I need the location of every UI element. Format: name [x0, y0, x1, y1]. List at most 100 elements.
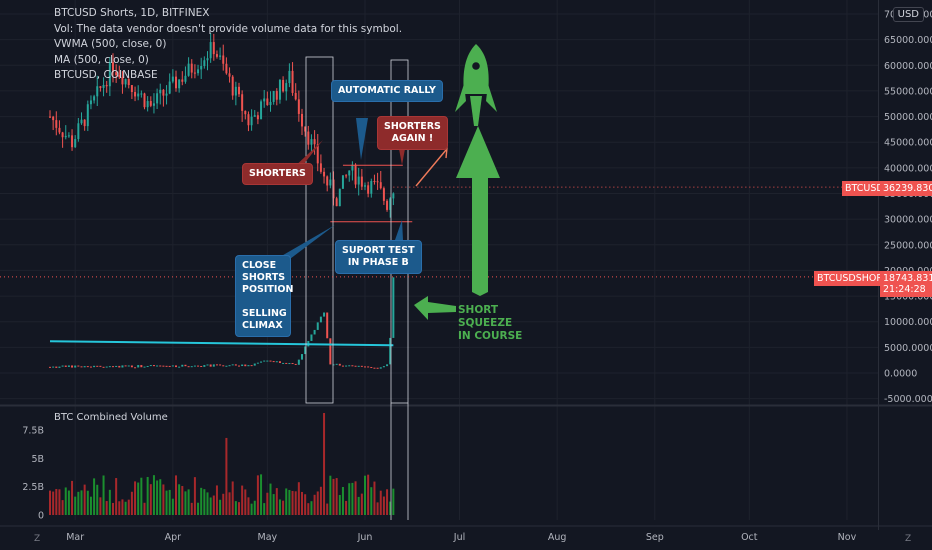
btcusd-candle	[345, 175, 348, 177]
volume-bar	[269, 483, 272, 515]
btcusd-candle	[228, 73, 231, 77]
support-test-pointer	[395, 220, 403, 240]
volume-bar	[193, 477, 196, 515]
volume-bar	[118, 501, 121, 515]
shorts-candle	[351, 365, 354, 367]
shorts-candle	[382, 366, 385, 368]
y-tick-label: 65000.0000	[884, 35, 932, 46]
volume-bar	[184, 491, 187, 515]
shorts-candle	[244, 364, 247, 367]
annotation-shorters-again-line2: AGAIN !	[391, 133, 434, 144]
btcusd-candle	[244, 110, 247, 115]
shorts-candle	[159, 365, 162, 367]
volume-bar	[225, 437, 228, 515]
volume-bar	[49, 490, 51, 515]
legend-vwma[interactable]: VWMA (500, close, 0)	[54, 38, 167, 50]
volume-bar	[307, 503, 310, 515]
btcusd-candle	[96, 86, 99, 97]
legend-btcusd[interactable]: BTCUSD, COINBASE	[54, 69, 158, 81]
volume-bar	[102, 475, 105, 515]
shorts-candle	[326, 312, 329, 339]
shorts-price-tag: 18743.8316 21:24:28	[880, 271, 932, 297]
btcusd-candle	[80, 119, 83, 124]
vwma-line	[49, 340, 394, 347]
volume-bar	[288, 489, 291, 515]
shorts-candle	[370, 367, 373, 369]
btcusd-candle	[197, 69, 200, 74]
shorts-candle	[165, 365, 168, 367]
volume-bar	[301, 491, 303, 515]
shorts-candle	[168, 365, 171, 367]
legend-ma[interactable]: MA (500, close, 0)	[54, 53, 149, 66]
btcusd-candle	[93, 96, 96, 101]
annotation-shorters-again[interactable]: SHORTERS AGAIN !	[377, 116, 448, 150]
shorts-candle	[96, 365, 99, 367]
btcusd-candle	[304, 126, 307, 132]
shorts-symbol-tag: BTCUSDSHORTS	[814, 271, 898, 286]
btcusd-candle	[348, 170, 351, 176]
annotation-shorters[interactable]: SHORTERS	[242, 163, 313, 185]
legend-symbol[interactable]: BTCUSD Shorts, 1D, BITFINEX	[54, 7, 210, 19]
shorts-candle	[348, 365, 351, 367]
btcusd-candle	[203, 60, 206, 67]
close-shorts-pointer	[278, 225, 335, 268]
volume-bar	[263, 503, 266, 515]
y-tick-label: 25000.0000	[884, 240, 932, 251]
shorts-price-value: 18743.8316	[883, 273, 932, 284]
btcusd-candle	[269, 101, 272, 106]
btcusd-candle	[152, 103, 155, 106]
volume-bar	[272, 494, 275, 515]
volume-bar	[285, 488, 288, 515]
volume-bar	[212, 495, 215, 515]
volume-bar	[162, 484, 165, 515]
annotation-support-test[interactable]: SUPORT TEST IN PHASE B	[335, 240, 422, 274]
shorts-candle	[329, 338, 332, 365]
annotation-close-shorts-spacer	[242, 296, 284, 308]
volume-bar	[316, 491, 319, 515]
x-tick-label: Sep	[646, 532, 664, 543]
shorts-candle	[316, 322, 319, 330]
shorts-candle	[345, 365, 348, 367]
currency-badge[interactable]: USD	[892, 7, 924, 22]
volume-pane-title[interactable]: BTC Combined Volume	[54, 412, 168, 423]
zoom-left-button[interactable]: Z	[34, 534, 41, 544]
volume-bar	[143, 502, 146, 515]
btcusd-candle	[313, 139, 316, 145]
volume-bar	[178, 484, 181, 515]
btcusd-candle	[370, 181, 373, 194]
shorts-candle	[143, 366, 146, 368]
volume-bar	[319, 486, 322, 515]
annotation-automatic-rally[interactable]: AUTOMATIC RALLY	[331, 80, 443, 102]
volume-bar	[238, 502, 240, 515]
volume-bar	[55, 488, 58, 515]
btcusd-candle	[332, 179, 335, 199]
annotation-close-shorts[interactable]: CLOSE SHORTS POSITION SELLING CLIMAX	[235, 255, 293, 337]
btcusd-candle	[83, 119, 86, 127]
shorts-candle	[77, 365, 80, 367]
volume-bar	[168, 489, 171, 515]
shorts-candle	[184, 364, 187, 367]
btcusd-candle	[89, 100, 92, 105]
shorts-candle	[190, 366, 193, 368]
annotation-short-squeeze-line3: IN COURSE	[458, 330, 523, 342]
shorts-candle	[266, 360, 269, 362]
volume-bar	[105, 501, 108, 515]
volume-bar	[206, 492, 209, 515]
btcusd-candle	[149, 101, 152, 106]
shorts-candle	[338, 363, 341, 366]
shorts-candle	[367, 366, 370, 368]
volume-bar	[360, 493, 363, 515]
volume-bar	[297, 482, 300, 515]
btcusd-price-tag: 36239.8300	[880, 181, 932, 196]
volume-bar	[278, 499, 281, 515]
volume-bar	[93, 478, 96, 515]
zoom-right-button[interactable]: Z	[905, 534, 912, 544]
volume-bar	[140, 477, 143, 515]
btcusd-candle	[184, 75, 187, 82]
shorts-candle	[206, 364, 209, 366]
btcusd-candle	[143, 93, 146, 108]
volume-bar	[275, 488, 278, 515]
annotation-short-squeeze[interactable]: SHORT SQUEEZE IN COURSE	[458, 304, 522, 343]
btcusd-candle	[335, 198, 338, 207]
shorts-candle	[297, 359, 300, 365]
